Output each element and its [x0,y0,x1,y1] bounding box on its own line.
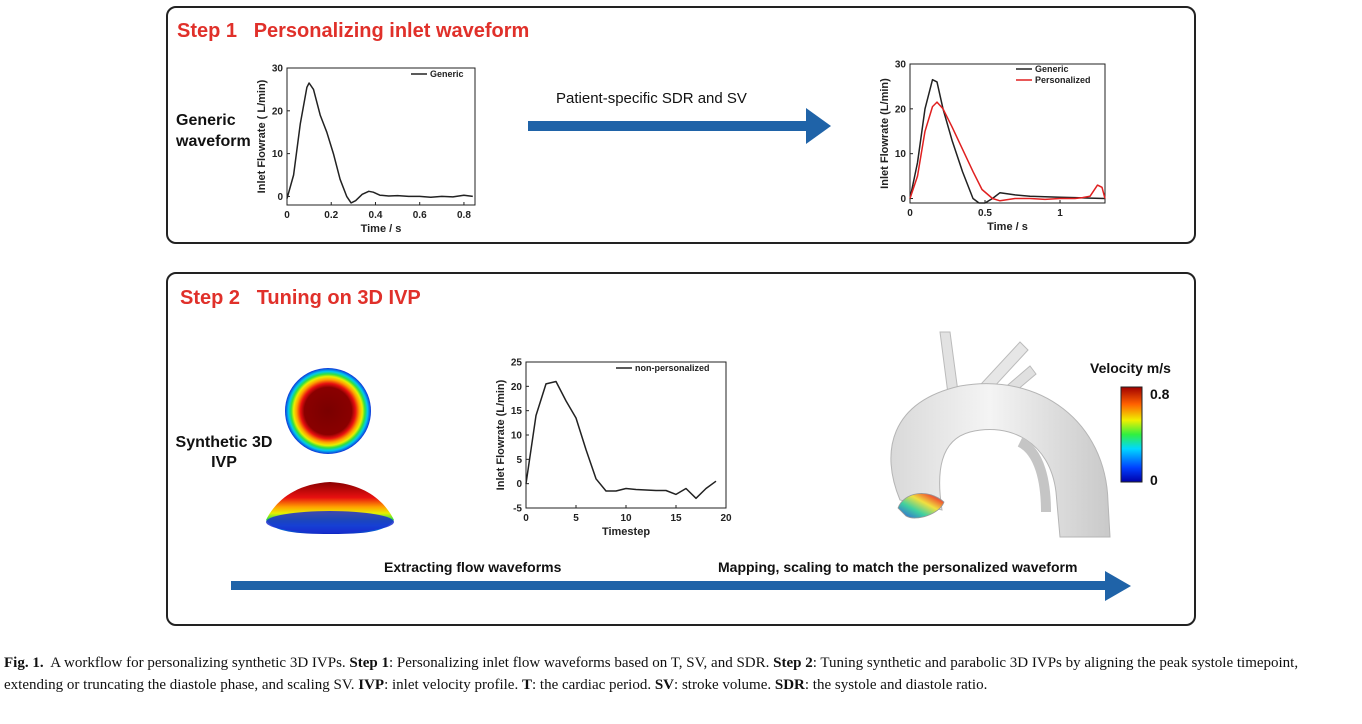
y-axis-label: Inlet Flowrate (L/min) [879,78,891,189]
step2-title: Step 2 Tuning on 3D IVP [180,287,421,309]
y-tick-label: -5 [513,504,522,515]
x-tick-label: 0.4 [369,210,383,221]
x-tick-label: 5 [573,513,579,524]
y-tick-label: 0 [277,192,283,203]
colorbar-max-label: 0.8 [1150,386,1170,402]
step1-arrow-label: Patient-specific SDR and SV [556,90,747,107]
y-tick-label: 5 [516,455,522,466]
legend-label: Personalized [1035,75,1091,85]
plot-frame [286,67,476,206]
x-axis-label: Time / s [987,221,1028,233]
y-axis-label: Inlet Flowrate (L/min) [495,379,507,490]
y-tick-label: 20 [511,382,523,393]
series-line-personalized [909,101,1106,202]
x-axis-label: Timestep [602,526,650,538]
y-tick-label: 10 [895,149,907,160]
y-tick-label: 30 [272,64,284,75]
series-line-non-personalized [525,380,717,500]
caption-sdr-label: SDR [774,677,805,693]
caption-sv-label: SV [654,677,675,693]
y-axis-label: Inlet Flowrate ( L/min) [256,79,268,193]
legend-label: non-personalized [635,363,710,373]
step1-arrow [528,108,831,144]
caption-ivp-text: : inlet velocity profile. [384,677,519,693]
synthetic-ivp-label-line2: IVP [211,454,237,471]
figure-caption: Fig. 1. A workflow for personalizing syn… [4,652,1356,696]
y-tick-label: 30 [895,60,907,71]
caption-step1-label: Step 1 [349,655,389,671]
generic-waveform-label-line2: waveform [176,133,251,150]
legend-label: Generic [1035,64,1069,74]
generic-waveform-label-line1: Generic [176,112,236,129]
x-tick-label: 10 [620,513,632,524]
generic-waveform-label: Generic waveform [176,110,251,152]
legend-label: Generic [430,69,464,79]
x-tick-label: 15 [670,513,682,524]
series-line-generic [286,82,473,204]
synthetic-ivp-label-line1: Synthetic 3D [175,434,273,451]
colorbar-title: Velocity m/s [1090,360,1171,376]
x-tick-label: 0.2 [324,210,338,221]
plot-frame [909,63,1106,204]
step1-title: Step 1 Personalizing inlet waveform [177,20,530,42]
x-tick-label: 0.5 [978,208,992,219]
y-tick-label: 0 [516,479,522,490]
caption-step2-label: Step 2 [773,655,813,671]
y-tick-label: 20 [272,106,284,117]
y-tick-label: 15 [511,406,523,417]
y-tick-label: 20 [895,104,907,115]
colorbar-min-label: 0 [1150,472,1158,488]
y-tick-label: 0 [900,194,906,205]
step2-arrow [231,571,1131,601]
x-tick-label: 0 [284,210,290,221]
caption-fig-label: Fig. 1. [4,655,44,671]
generic-waveform-chart: 0 0.2 0.4 0.6 0.8 0 10 20 30 Time / s Inlet Flowra… [256,64,476,235]
step2-arrow-label-left: Extracting flow waveforms [384,559,562,575]
y-tick-label: 10 [272,149,284,160]
caption-sv-text: : stroke volume. [674,677,772,693]
synthetic-ivp-label: Synthetic 3D IVP [172,433,276,473]
y-tick-label: 10 [511,431,523,442]
x-axis-label: Time / s [361,223,402,235]
y-tick-label: 25 [511,358,523,369]
x-tick-label: 20 [720,513,732,524]
step2-arrow-label-right: Mapping, scaling to match the personaliz… [718,559,1078,575]
caption-intro: A workflow for personalizing synthetic 3… [50,655,346,671]
x-tick-label: 1 [1057,208,1063,219]
aorta-model-image [890,331,1111,538]
x-tick-label: 0 [907,208,913,219]
caption-step1-text: : Personalizing inlet flow waveforms bas… [389,655,770,671]
velocity-colorbar [1120,386,1143,483]
ivp-3d-surface-image [266,482,394,534]
caption-ivp-label: IVP [358,677,385,693]
chart-axes: 0 0.2 0.4 0.6 0.8 0 10 20 30 Time / s Inlet Flowra… [256,64,476,235]
x-tick-label: 0.8 [457,210,471,221]
caption-step2-text: : Tuning synthetic and parabolic 3D IVPs… [4,655,1299,693]
x-tick-label: 0.6 [413,210,427,221]
plot-frame [525,361,727,509]
x-tick-label: 0 [523,513,529,524]
caption-t-text: : the cardiac period. [531,677,652,693]
caption-sdr-text: : the systole and diastole ratio. [804,677,988,693]
series-line-generic [909,78,1106,204]
caption-t-label: T [521,677,532,693]
ivp-top-view-image [285,368,371,454]
